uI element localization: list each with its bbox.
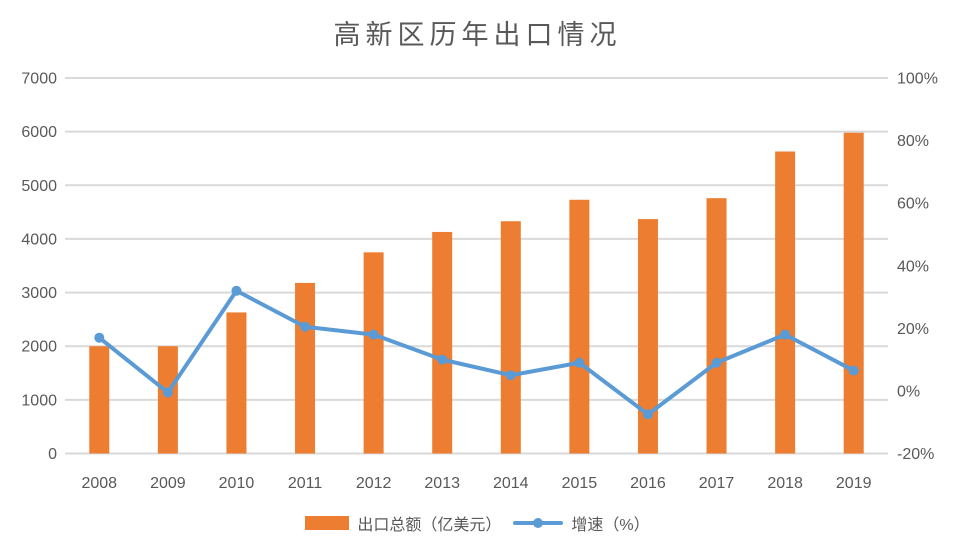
legend-item-growth: 增速（%） xyxy=(513,511,650,535)
bar xyxy=(432,231,453,454)
bar xyxy=(843,132,864,454)
x-axis-tick-label: 2012 xyxy=(356,475,392,492)
bar xyxy=(637,219,658,454)
left-axis-tick-label: 2000 xyxy=(21,339,57,356)
left-axis-tick-label: 6000 xyxy=(21,124,57,141)
legend-label-exports: 出口总额（亿美元） xyxy=(357,517,502,534)
x-axis-tick-label: 2018 xyxy=(767,475,803,492)
line-series-swatch xyxy=(513,518,564,528)
growth-line xyxy=(97,288,856,417)
bar xyxy=(157,346,178,454)
chart-title: 高新区历年出口情况 xyxy=(333,20,622,50)
bar xyxy=(775,151,796,454)
chart-legend: 出口总额（亿美元） 增速（%） xyxy=(0,511,955,535)
line-marker xyxy=(848,365,859,376)
bar xyxy=(500,221,521,454)
right-axis-tick-label: 80% xyxy=(897,133,929,150)
line-marker xyxy=(574,357,585,368)
line-marker xyxy=(437,354,448,365)
line-marker xyxy=(94,332,105,343)
line-marker xyxy=(368,329,379,340)
right-axis-tick-label: 40% xyxy=(897,258,929,275)
line-marker xyxy=(505,370,516,381)
bar xyxy=(706,198,727,454)
x-axis-tick-label: 2015 xyxy=(562,475,598,492)
x-axis-tick-label: 2008 xyxy=(81,475,117,492)
x-axis-tick-label: 2017 xyxy=(699,475,735,492)
left-axis-tick-label: 7000 xyxy=(21,71,57,88)
bar xyxy=(226,312,247,454)
line-marker xyxy=(300,321,311,332)
left-axis-tick-label: 1000 xyxy=(21,392,57,409)
left-axis-tick-label: 5000 xyxy=(21,178,57,195)
right-axis-tick-label: -20% xyxy=(897,446,934,463)
x-axis-tick-label: 2011 xyxy=(288,475,323,492)
bar xyxy=(569,199,590,454)
bar-series-swatch xyxy=(305,516,350,530)
line-series-marker-dot xyxy=(533,518,544,528)
x-axis-tick-label: 2016 xyxy=(630,475,666,492)
right-axis-tick-label: 0% xyxy=(897,383,920,400)
bar xyxy=(363,252,384,454)
right-axis-tick-label: 60% xyxy=(897,196,929,213)
right-axis-tick-label: 100% xyxy=(897,71,938,88)
right-axis-tick-label: 20% xyxy=(897,321,929,338)
x-axis-tick-label: 2013 xyxy=(424,475,460,492)
bar xyxy=(89,346,110,454)
line-marker xyxy=(162,387,173,398)
legend-item-exports: 出口总额（亿美元） xyxy=(305,511,501,535)
left-axis-tick-label: 3000 xyxy=(21,285,57,302)
line-marker xyxy=(780,329,791,340)
x-axis-tick-label: 2010 xyxy=(219,475,255,492)
x-axis-tick-label: 2019 xyxy=(836,475,872,492)
left-axis-tick-label: 0 xyxy=(48,446,57,463)
x-axis-tick-label: 2009 xyxy=(150,475,186,492)
legend-label-growth: 增速（%） xyxy=(571,517,650,534)
bar xyxy=(295,282,316,454)
x-axis-tick-label: 2014 xyxy=(493,475,529,492)
left-axis-tick-label: 4000 xyxy=(21,231,57,248)
line-marker xyxy=(231,285,242,296)
line-marker xyxy=(711,357,722,368)
line-marker xyxy=(642,409,653,420)
